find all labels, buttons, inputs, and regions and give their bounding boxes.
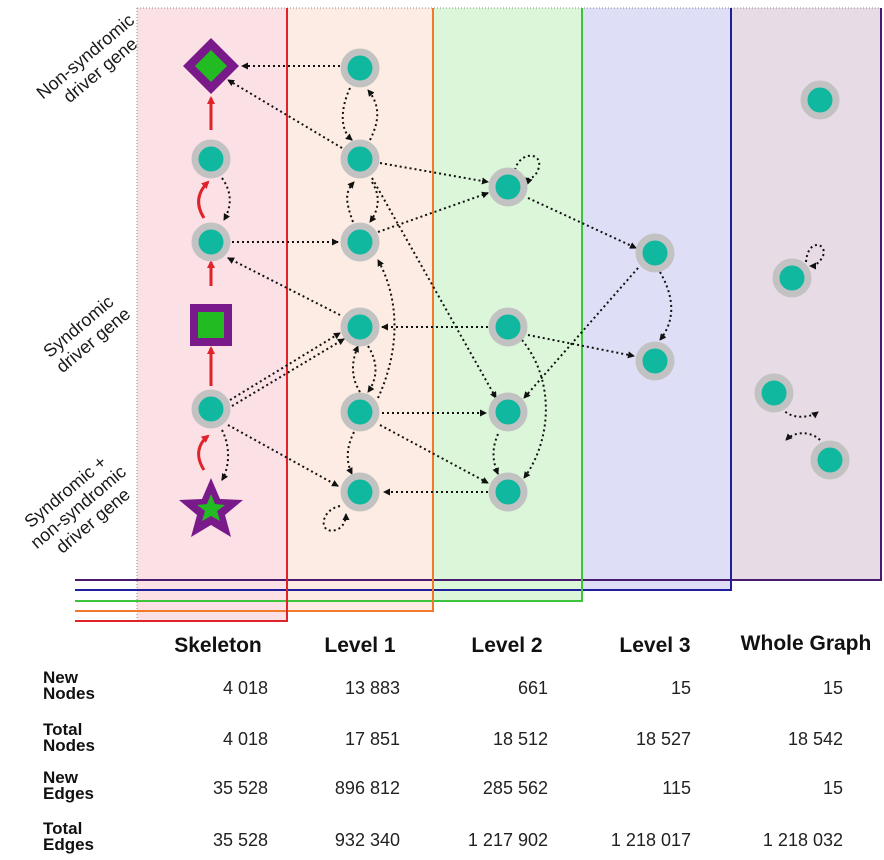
column-header-level-3: Level 3 bbox=[619, 634, 690, 658]
circle-node-icon bbox=[639, 345, 671, 377]
label-syndromic-non-syndromic: Syndromic + non-syndromic driver gene bbox=[14, 443, 147, 568]
column-header-level-2: Level 2 bbox=[471, 634, 542, 658]
column-header-whole-graph: Whole Graph bbox=[741, 632, 872, 656]
circle-node-icon bbox=[344, 52, 376, 84]
table-cell: 115 bbox=[662, 778, 691, 799]
table-cell: 4 018 bbox=[223, 729, 268, 750]
table-cell: 18 542 bbox=[788, 729, 843, 750]
circle-node-icon bbox=[492, 311, 524, 343]
table-cell: 1 218 017 bbox=[611, 830, 691, 851]
table-cell: 4 018 bbox=[223, 678, 268, 699]
circle-node-icon bbox=[804, 84, 836, 116]
table-cell: 15 bbox=[671, 678, 691, 699]
table-cell: 35 528 bbox=[213, 778, 268, 799]
circle-node-icon bbox=[344, 226, 376, 258]
circle-node-icon bbox=[344, 476, 376, 508]
circle-node-icon bbox=[492, 396, 524, 428]
table-cell: 18 512 bbox=[493, 729, 548, 750]
circle-node-icon bbox=[814, 444, 846, 476]
row-label-new-edges: New Edges bbox=[43, 770, 94, 802]
table-cell: 1 218 032 bbox=[763, 830, 843, 851]
table-cell: 17 851 bbox=[345, 729, 400, 750]
table-cell: 15 bbox=[823, 678, 843, 699]
table-cell: 661 bbox=[518, 678, 548, 699]
table-cell: 18 527 bbox=[636, 729, 691, 750]
band-level-3 bbox=[582, 8, 731, 591]
circle-node-icon bbox=[344, 143, 376, 175]
table-cell: 15 bbox=[823, 778, 843, 799]
label-syndromic: Syndromic driver gene bbox=[39, 288, 134, 377]
table-cell: 35 528 bbox=[213, 830, 268, 851]
gene-graph-diagram: Non-syndromic driver gene Syndromic driv… bbox=[0, 0, 884, 630]
column-header-level-1: Level 1 bbox=[324, 634, 395, 658]
row-label-new-nodes: New Nodes bbox=[43, 670, 95, 702]
circle-node-icon bbox=[195, 393, 227, 425]
square-icon bbox=[190, 304, 232, 346]
row-label-total-edges: Total Edges bbox=[43, 821, 94, 853]
circle-node-icon bbox=[758, 377, 790, 409]
circle-node-icon bbox=[195, 226, 227, 258]
circle-node-icon bbox=[195, 143, 227, 175]
row-label-total-nodes: Total Nodes bbox=[43, 722, 95, 754]
circle-node-icon bbox=[344, 311, 376, 343]
table-cell: 285 562 bbox=[483, 778, 548, 799]
circle-node-icon bbox=[639, 237, 671, 269]
table-cell: 932 340 bbox=[335, 830, 400, 851]
circle-node-icon bbox=[492, 476, 524, 508]
band-level-2 bbox=[433, 8, 582, 601]
table-cell: 1 217 902 bbox=[468, 830, 548, 851]
circle-node-icon bbox=[492, 171, 524, 203]
column-header-skeleton: Skeleton bbox=[174, 634, 262, 658]
table-cell: 896 812 bbox=[335, 778, 400, 799]
table-cell: 13 883 bbox=[345, 678, 400, 699]
circle-node-icon bbox=[344, 396, 376, 428]
circle-node-icon bbox=[776, 262, 808, 294]
